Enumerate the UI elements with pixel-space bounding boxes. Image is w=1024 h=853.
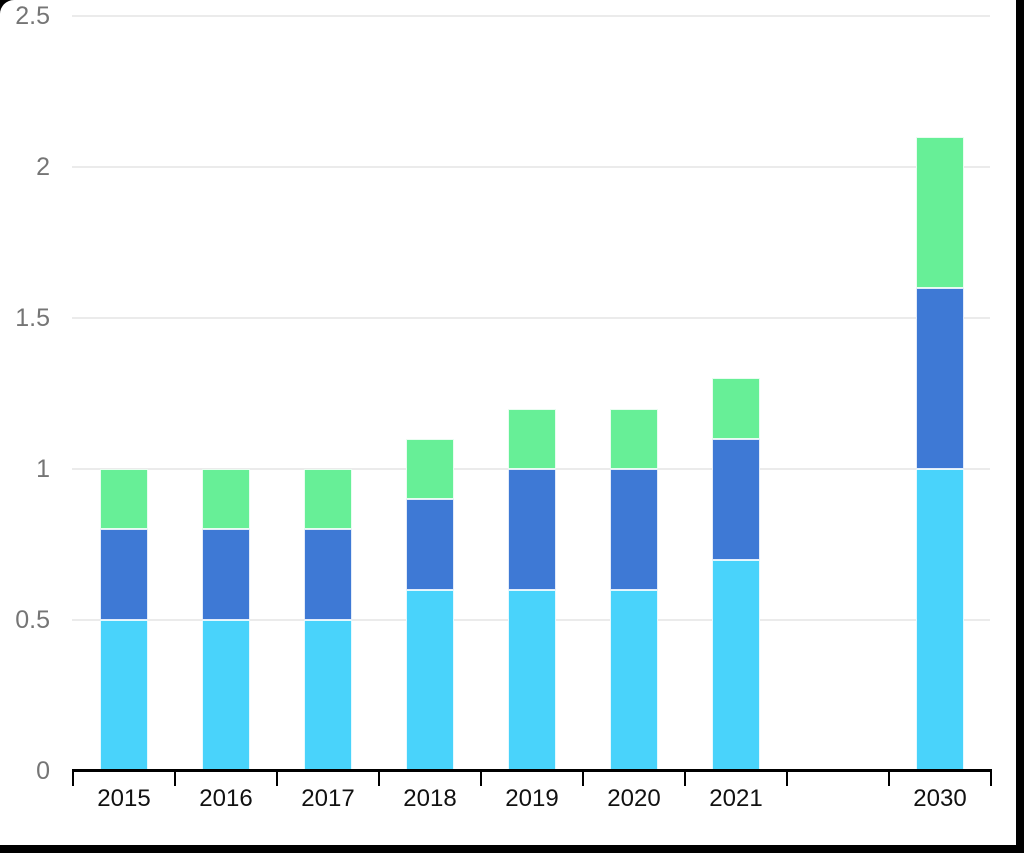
y-axis-tick-label: 1.5 [15,304,50,332]
bar-segment-top-segment-green-2016 [202,469,250,530]
x-axis-tick-label: 2015 [97,785,151,812]
y-axis-tick-label: 0 [36,757,50,785]
bar-segment-middle-segment-dark-blue-2020 [610,469,658,590]
x-axis-tick [72,770,74,786]
bar-segment-top-segment-green-2019 [508,408,556,469]
bar-segment-top-segment-green-2021 [712,378,760,439]
y-axis-tick-label: 1 [36,455,50,483]
x-axis-tick [990,770,992,786]
bar-segment-middle-segment-dark-blue-2015 [100,529,148,620]
y-axis-tick-label: 2 [36,153,50,181]
y-gridline [72,317,990,319]
bar-segment-bottom-segment-light-blue-2030 [916,469,964,771]
y-axis-tick-label: 0.5 [15,606,50,634]
x-axis-tick [276,770,278,786]
x-axis-tick [888,770,890,786]
x-axis-tick [786,770,788,786]
bar-segment-bottom-segment-light-blue-2018 [406,589,454,771]
bar-segment-top-segment-green-2020 [610,408,658,469]
bar-segment-top-segment-green-2018 [406,438,454,500]
bar-segment-middle-segment-dark-blue-2017 [304,529,352,620]
bar-segment-middle-segment-dark-blue-2016 [202,529,250,620]
x-axis-tick-label: 2020 [607,785,661,812]
bar-segment-top-segment-green-2015 [100,469,148,530]
bar-segment-bottom-segment-light-blue-2017 [304,620,352,771]
bar-segment-bottom-segment-light-blue-2021 [712,559,760,771]
x-axis-tick [378,770,380,786]
x-axis-tick [480,770,482,786]
y-gridline [72,166,990,168]
bar-segment-middle-segment-dark-blue-2018 [406,499,454,590]
x-axis-tick [582,770,584,786]
x-axis-line [72,769,992,772]
y-gridline [72,15,990,17]
bar-segment-middle-segment-dark-blue-2019 [508,469,556,590]
bar-segment-top-segment-green-2017 [304,469,352,530]
x-axis-tick-label: 2019 [505,785,559,812]
bar-segment-bottom-segment-light-blue-2020 [610,589,658,771]
x-axis-tick-label: 2016 [199,785,253,812]
x-axis-tick-label: 2017 [301,785,355,812]
bar-segment-bottom-segment-light-blue-2016 [202,620,250,771]
bar-segment-middle-segment-dark-blue-2030 [916,287,964,469]
x-axis-tick [684,770,686,786]
bar-segment-bottom-segment-light-blue-2019 [508,589,556,771]
x-axis-tick-label: 2021 [709,785,763,812]
x-axis-tick [174,770,176,786]
x-axis-tick-label: 2018 [403,785,457,812]
y-axis-tick-label: 2.5 [15,2,50,30]
bar-segment-bottom-segment-light-blue-2015 [100,620,148,771]
x-axis-tick-label: 2030 [913,785,967,812]
bar-segment-middle-segment-dark-blue-2021 [712,438,760,560]
bar-segment-top-segment-green-2030 [916,136,964,288]
